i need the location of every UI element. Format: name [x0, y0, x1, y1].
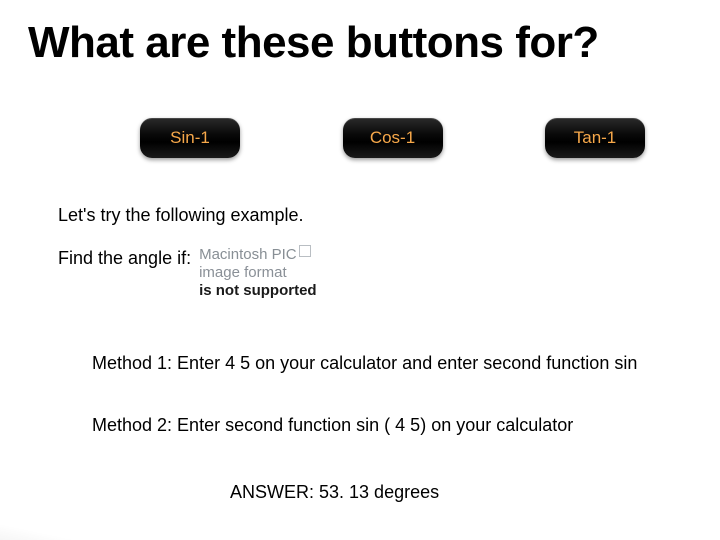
find-angle-row: Find the angle if: Macintosh PIC image f…: [58, 246, 339, 300]
method-1-text: Method 1: Enter 4 5 on your calculator a…: [92, 352, 652, 375]
cos-inverse-label: Cos-1: [370, 128, 415, 148]
calculator-buttons-row: Sin-1 Cos-1 Tan-1: [140, 118, 645, 158]
cos-inverse-button[interactable]: Cos-1: [343, 118, 443, 158]
tan-inverse-button[interactable]: Tan-1: [545, 118, 645, 158]
broken-image-line1: Macintosh PIC: [199, 246, 311, 263]
method-2-text: Method 2: Enter second function sin ( 4 …: [92, 414, 672, 437]
answer-text: ANSWER: 53. 13 degrees: [230, 482, 439, 503]
broken-image-placeholder: Macintosh PIC image format is not suppor…: [199, 246, 339, 300]
slide-title: What are these buttons for?: [28, 18, 599, 68]
sin-inverse-label: Sin-1: [170, 128, 210, 148]
broken-image-line3: is not supported: [199, 282, 317, 299]
slide: What are these buttons for? Sin-1 Cos-1 …: [0, 0, 720, 540]
corner-decoration: [0, 450, 190, 540]
sin-inverse-button[interactable]: Sin-1: [140, 118, 240, 158]
find-angle-label: Find the angle if:: [58, 246, 191, 269]
broken-image-line2: image format: [199, 264, 287, 281]
example-intro-text: Let's try the following example.: [58, 205, 304, 226]
tan-inverse-label: Tan-1: [574, 128, 617, 148]
